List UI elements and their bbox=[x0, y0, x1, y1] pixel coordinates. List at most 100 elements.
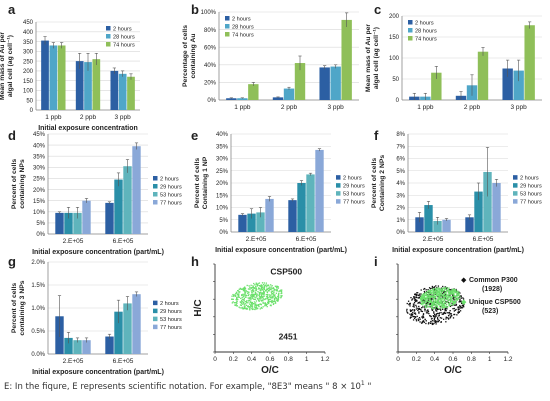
scatter-point bbox=[254, 291, 256, 293]
bar-e-0-0 bbox=[238, 214, 247, 232]
scatter-point bbox=[451, 302, 453, 305]
scatter-point bbox=[437, 287, 440, 289]
scatter-point bbox=[432, 304, 435, 306]
scatter-point bbox=[455, 304, 457, 306]
scatter-point bbox=[442, 294, 444, 296]
scatter-point bbox=[281, 289, 283, 291]
scatter-point bbox=[427, 304, 429, 306]
scatter-point bbox=[440, 297, 442, 300]
scatter-point bbox=[415, 295, 417, 297]
bar-a-0-1 bbox=[49, 45, 58, 110]
y-tick-label: 50 bbox=[392, 77, 399, 83]
scatter-point bbox=[262, 306, 264, 308]
legend-swatch bbox=[106, 34, 111, 39]
legend-swatch bbox=[153, 324, 158, 330]
scatter-point bbox=[443, 304, 446, 306]
scatter-point bbox=[438, 302, 441, 304]
scatter-point bbox=[238, 293, 240, 295]
scatter-point bbox=[435, 285, 437, 287]
scatter-point bbox=[269, 295, 271, 297]
scatter-point bbox=[263, 291, 265, 293]
bar-d-0-0 bbox=[55, 212, 64, 234]
bar-g-1-0 bbox=[105, 336, 114, 354]
bar-b-0-2 bbox=[248, 84, 259, 100]
bar-f-1-3 bbox=[492, 183, 501, 232]
scatter-point bbox=[259, 291, 261, 293]
chart-g: 0.0% 0.5% 1.0% 1.5% 2.0% 2.E+05 6.E+05 Initial … bbox=[2, 254, 182, 378]
scatter-point bbox=[441, 305, 443, 307]
y-tick-label: 0% bbox=[36, 232, 45, 238]
scatter-point bbox=[442, 308, 444, 311]
scatter-point bbox=[431, 309, 434, 311]
scatter-point bbox=[429, 303, 431, 305]
scatter-point bbox=[431, 306, 433, 308]
scatter-point bbox=[430, 321, 432, 323]
scatter-point bbox=[434, 320, 437, 323]
scatter-point bbox=[410, 314, 412, 317]
scatter-point bbox=[239, 304, 242, 306]
scatter-point bbox=[258, 282, 261, 284]
scatter-point bbox=[277, 300, 279, 302]
scatter-point bbox=[251, 296, 253, 298]
scatter-point bbox=[454, 313, 456, 316]
scatter-point bbox=[261, 295, 263, 298]
scatter-point bbox=[244, 291, 246, 293]
scatter-point bbox=[273, 302, 275, 305]
scatter-point bbox=[244, 294, 247, 296]
scatter-point bbox=[409, 316, 412, 319]
panel-letter: f bbox=[374, 128, 379, 143]
chart-i-svg: 0 0.2 0.4 0.6 0.8 1 1.2O/C◆ Common P300(1928)◆ U… bbox=[374, 254, 521, 376]
scatter-point bbox=[250, 296, 252, 298]
scatter-point bbox=[419, 321, 421, 323]
scatter-point bbox=[231, 295, 233, 297]
scatter-point bbox=[439, 301, 442, 303]
scatter-point bbox=[277, 295, 280, 297]
scatter-point bbox=[421, 322, 423, 324]
scatter-point bbox=[256, 283, 259, 286]
legend-swatch bbox=[336, 199, 341, 204]
scatter-point bbox=[238, 296, 240, 299]
scatter-point bbox=[426, 310, 428, 312]
scatter-point bbox=[445, 306, 447, 308]
scatter-point bbox=[268, 298, 271, 301]
bar-a-0-0 bbox=[41, 40, 49, 111]
scatter-point bbox=[243, 287, 245, 289]
bar-b-1-1 bbox=[283, 88, 295, 100]
scatter-point bbox=[413, 301, 416, 304]
scatter-point bbox=[430, 318, 433, 320]
scatter-point bbox=[445, 310, 447, 312]
scatter-point bbox=[244, 292, 247, 294]
scatter-point bbox=[255, 287, 257, 289]
scatter-point bbox=[418, 312, 420, 314]
scatter-point bbox=[261, 288, 264, 291]
scatter-point bbox=[435, 290, 438, 292]
scatter-point bbox=[453, 302, 456, 304]
scatter-point bbox=[266, 305, 268, 308]
scatter-point bbox=[436, 313, 438, 315]
scatter-point bbox=[422, 299, 424, 302]
scatter-point bbox=[459, 300, 461, 302]
scatter-point bbox=[232, 301, 234, 303]
scatter-point bbox=[261, 307, 263, 309]
scatter-point bbox=[458, 292, 460, 294]
scatter-point bbox=[455, 288, 457, 291]
scatter-point bbox=[433, 322, 435, 325]
scatter-point bbox=[448, 291, 451, 294]
scatter-point bbox=[406, 310, 408, 312]
scatter-point bbox=[418, 305, 420, 308]
scatter-point bbox=[436, 292, 438, 295]
scatter-point bbox=[446, 289, 449, 291]
legend-label: Common P300 bbox=[469, 277, 518, 284]
scatter-point bbox=[453, 293, 455, 295]
scatter-point bbox=[457, 309, 460, 311]
scatter-point bbox=[436, 306, 439, 309]
scatter-point bbox=[425, 320, 427, 322]
y-tick-label: 10% bbox=[33, 210, 46, 216]
scatter-point bbox=[428, 287, 431, 289]
x-tick-label: 1 ppb bbox=[234, 104, 251, 111]
scatter-point bbox=[457, 295, 459, 297]
legend-label: 28 hours bbox=[232, 24, 254, 30]
scatter-point bbox=[452, 297, 454, 299]
scatter-point bbox=[434, 320, 437, 322]
scatter-point bbox=[240, 304, 243, 306]
